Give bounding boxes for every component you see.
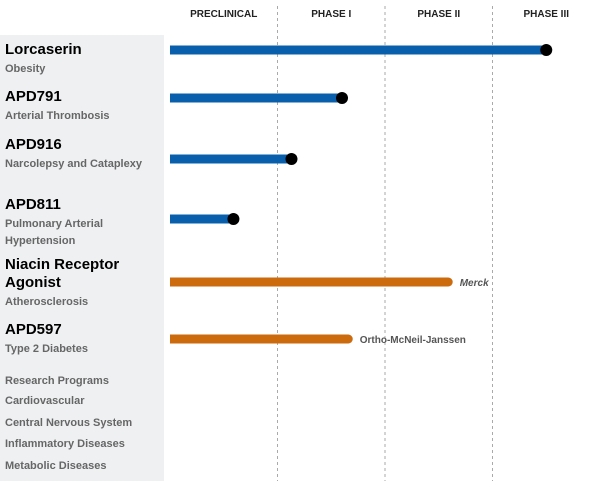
row-label: Niacin Receptor Agonist Atherosclerosis (5, 256, 155, 311)
endpoint-marker (336, 92, 348, 104)
x-tick-label: PHASE I (311, 9, 351, 20)
row-label: APD811 Pulmonary Arterial Hypertension (5, 196, 155, 250)
bar (170, 45, 547, 55)
bar (170, 277, 453, 287)
endpoint-marker (227, 213, 240, 225)
indication: Obesity (5, 63, 46, 75)
bar (170, 334, 353, 344)
indication: Pulmonary Arterial Hypertension (5, 218, 104, 247)
research-item: Cardiovascular (5, 395, 85, 407)
bar (170, 93, 342, 103)
endpoint-marker (540, 44, 553, 56)
program-name: APD597 (5, 321, 62, 338)
indication: Arterial Thrombosis (5, 110, 110, 122)
bar (170, 154, 292, 164)
indication: Atherosclerosis (5, 296, 89, 308)
partner-label: Ortho-McNeil-Janssen (360, 335, 466, 346)
x-tick-label: PHASE III (523, 9, 569, 20)
row-label: Lorcaserin Obesity (5, 41, 155, 78)
research-item: Metabolic Diseases (5, 459, 107, 472)
research-title: Research Programs (5, 375, 109, 387)
row-label: APD791 Arterial Thrombosis (5, 88, 155, 125)
partner-label: Merck (460, 278, 489, 289)
indication: Narcolepsy and Cataplexy (5, 158, 142, 170)
research-item: Inflammatory Diseases (5, 438, 125, 450)
research-item: Central Nervous System (5, 416, 133, 429)
program-name: Niacin Receptor Agonist (5, 256, 120, 291)
x-tick-label: PHASE II (417, 9, 460, 20)
indication: Type 2 Diabetes (5, 343, 88, 355)
row-label: APD597 Type 2 Diabetes (5, 321, 155, 358)
label-panel (0, 35, 164, 481)
endpoint-marker (285, 153, 298, 165)
program-name: APD811 (5, 196, 61, 213)
bar (170, 214, 234, 224)
row-label: APD916 Narcolepsy and Cataplexy (5, 136, 155, 173)
x-tick-label: PRECLINICAL (190, 9, 257, 20)
program-name: APD791 (5, 88, 62, 105)
program-name: Lorcaserin (5, 41, 82, 58)
program-name: APD916 (5, 136, 62, 153)
